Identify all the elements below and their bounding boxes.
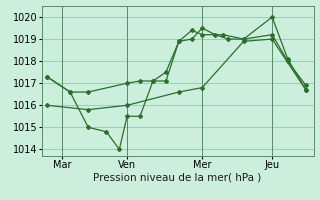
X-axis label: Pression niveau de la mer( hPa ): Pression niveau de la mer( hPa ) xyxy=(93,173,262,183)
